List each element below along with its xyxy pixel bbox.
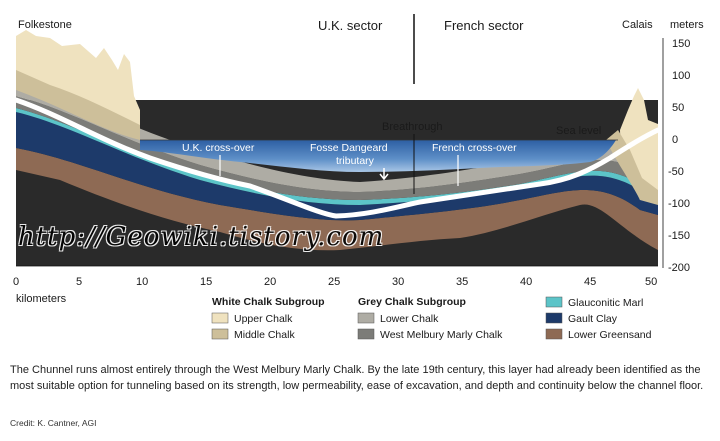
legend-swatch-west-melbury (357, 328, 375, 340)
x-axis: 0 5 10 15 20 25 30 35 40 45 50 (13, 265, 658, 288)
y-tick: -50 (668, 166, 684, 178)
calais-middle-chalk-layer (606, 130, 658, 205)
legend-swatch-lower-chalk (357, 312, 375, 324)
x-tick: 15 (200, 276, 212, 288)
x-tick: 25 (328, 276, 340, 288)
x-axis-label: kilometers (16, 293, 67, 305)
x-tick: 35 (456, 276, 468, 288)
legend-swatch-glauconitic-marl (545, 296, 563, 308)
lower-greensand-layer (16, 148, 658, 251)
x-tick: 30 (392, 276, 404, 288)
y-tick: -150 (668, 230, 690, 242)
x-tick: 45 (584, 276, 596, 288)
place-right: Calais (622, 19, 653, 31)
legend-swatch-middle-chalk (211, 328, 229, 340)
legend-label-upper-chalk: Upper Chalk (234, 313, 293, 325)
legend-label-lower-chalk: Lower Chalk (380, 313, 439, 325)
y-tick: -200 (668, 262, 690, 274)
y-axis-unit: meters (670, 19, 704, 31)
x-tick: 0 (13, 276, 19, 288)
fosse-arrow-icon (379, 168, 389, 181)
tunnel-path (13, 97, 661, 219)
credit: Credit: K. Cantner, AGI (10, 418, 97, 428)
middle-chalk-layer (16, 35, 140, 140)
sector-french: French sector (444, 18, 524, 33)
x-tick: 40 (520, 276, 532, 288)
x-tick: 10 (136, 276, 148, 288)
legend-swatch-gault-clay (545, 312, 563, 324)
watermark: http://Geowiki.tistory.com (18, 222, 385, 252)
x-tick: 50 (645, 276, 657, 288)
sea-level-label: Sea level (556, 125, 601, 137)
french-crossover-label: French cross-over (432, 142, 517, 154)
legend-title-white-chalk: White Chalk Subgroup (212, 296, 325, 308)
legend: White Chalk Subgroup Upper Chalk Middle … (211, 296, 652, 341)
upper-chalk-layer (16, 30, 140, 125)
sector-uk: U.K. sector (318, 18, 383, 33)
sea (140, 140, 616, 172)
calais-upper-chalk-layer (620, 88, 658, 200)
legend-swatch-upper-chalk (211, 312, 229, 324)
caption: The Chunnel runs almost entirely through… (10, 364, 704, 392)
lower-chalk-layer (16, 80, 658, 192)
legend-label-west-melbury: West Melbury Marly Chalk (380, 329, 503, 341)
legend-label-middle-chalk: Middle Chalk (234, 329, 295, 341)
y-tick: 100 (672, 70, 690, 82)
fosse-label-line1: Fosse Dangeard (310, 142, 388, 154)
y-tick: 150 (672, 38, 690, 50)
place-left: Folkestone (18, 19, 72, 31)
legend-swatch-lower-greensand (545, 328, 563, 340)
legend-title-grey-chalk: Grey Chalk Subgroup (358, 296, 466, 308)
y-axis: 150 100 50 0 -50 -100 -150 -200 (662, 38, 690, 274)
legend-label-glauconitic-marl: Glauconitic Marl (568, 297, 643, 309)
y-tick: -100 (668, 198, 690, 210)
y-tick: 50 (672, 102, 684, 114)
y-tick: 0 (672, 134, 678, 146)
legend-label-gault-clay: Gault Clay (568, 313, 618, 325)
breakthrough-label: Breathrough (382, 121, 443, 133)
fosse-label-line2: tributary (336, 155, 375, 167)
x-tick: 5 (76, 276, 82, 288)
legend-label-lower-greensand: Lower Greensand (568, 329, 652, 341)
uk-crossover-label: U.K. cross-over (182, 142, 255, 154)
x-tick: 20 (264, 276, 276, 288)
